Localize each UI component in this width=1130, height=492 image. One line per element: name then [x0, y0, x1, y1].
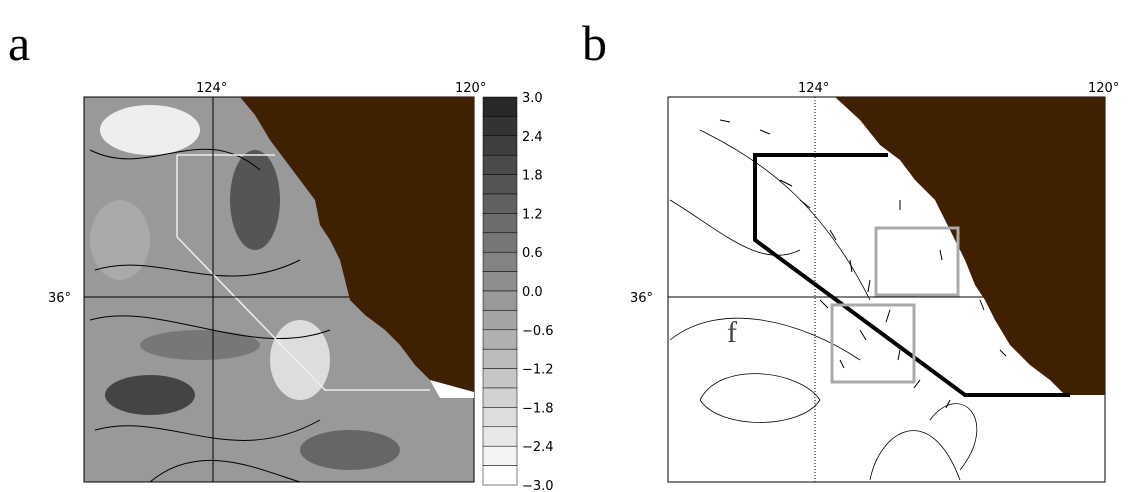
colorbar-label: −0.6 [522, 324, 554, 339]
colorbar-cell [482, 387, 518, 408]
map-a [83, 96, 475, 483]
colorbar-cell [482, 348, 518, 369]
lon-label: 120° [455, 81, 486, 96]
lon-label: 124° [798, 81, 829, 96]
colorbar-label: 1.8 [522, 169, 543, 184]
colorbar-cell [482, 445, 518, 466]
panel-label: b [582, 15, 607, 71]
colorbar-cell [482, 213, 518, 234]
lon-label: 120° [1088, 81, 1119, 96]
colorbar-label: −2.4 [522, 440, 554, 455]
colorbar-cell [482, 154, 518, 175]
colorbar-cell [482, 251, 518, 272]
colorbar-cell [482, 232, 518, 253]
colorbar-label: 3.0 [522, 91, 543, 106]
colorbar-cell [482, 407, 518, 428]
colorbar-cell [482, 426, 518, 447]
map-b [667, 96, 1106, 483]
colorbar-cell [482, 329, 518, 350]
colorbar-cell [482, 271, 518, 292]
colorbar-label: 0.6 [522, 246, 543, 261]
lon-label: 124° [196, 81, 227, 96]
lat-label: 36° [630, 291, 653, 306]
colorbar-label: 1.2 [522, 207, 543, 222]
annotation: f [727, 316, 737, 349]
panel-label: a [8, 15, 30, 71]
colorbar-cell [482, 290, 518, 311]
colorbar-label: −1.2 [522, 363, 554, 378]
colorbar-cell [482, 465, 518, 486]
colorbar-cell [482, 116, 518, 137]
colorbar-cell [482, 310, 518, 331]
colorbar-cell [482, 174, 518, 195]
colorbar-label: −1.8 [522, 401, 554, 416]
colorbar: 3.0 2.4 1.8 1.2 0.6 0.0 −0.6 −1.2 −1.8 −2.4 −3.0 [482, 91, 554, 492]
lat-label: 36° [48, 291, 71, 306]
colorbar-cell [482, 96, 518, 117]
colorbar-label: 0.0 [522, 285, 543, 300]
colorbar-cell [482, 193, 518, 214]
colorbar-cell [482, 368, 518, 389]
colorbar-label: 2.4 [522, 130, 543, 145]
colorbar-label: −3.0 [522, 479, 554, 492]
colorbar-cell [482, 135, 518, 156]
